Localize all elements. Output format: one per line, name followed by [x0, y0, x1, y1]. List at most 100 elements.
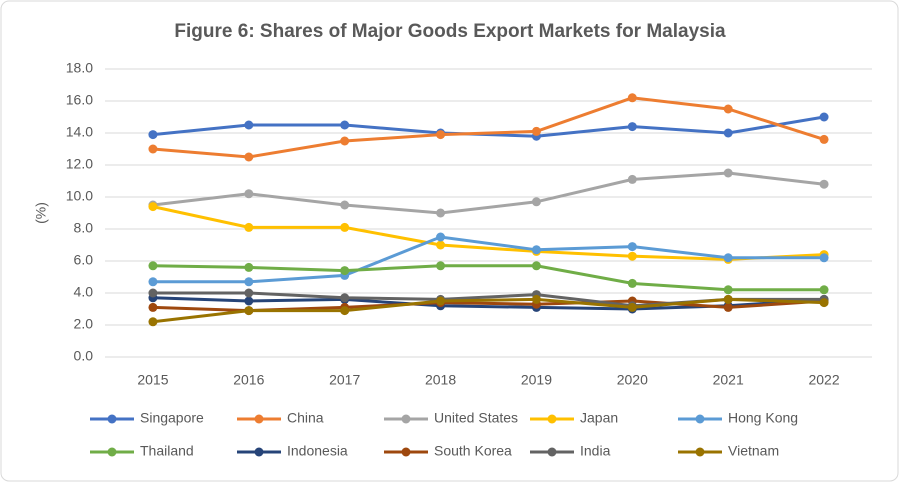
- legend-label: Vietnam: [728, 443, 779, 459]
- data-point: [819, 298, 829, 308]
- y-tick-label: 16.0: [66, 92, 93, 108]
- data-point: [819, 179, 829, 189]
- data-point: [436, 232, 446, 242]
- data-point: [148, 288, 158, 298]
- legend-label: India: [580, 443, 611, 459]
- data-point: [531, 261, 541, 271]
- data-point: [627, 251, 637, 261]
- data-point: [723, 285, 733, 295]
- data-point: [340, 200, 350, 210]
- series-line: [152, 235, 825, 284]
- data-point: [723, 168, 733, 178]
- data-point: [148, 130, 158, 140]
- x-tick-label: 2016: [233, 372, 264, 388]
- data-point: [340, 222, 350, 232]
- data-point: [244, 120, 254, 130]
- data-point: [436, 208, 446, 218]
- data-point: [723, 302, 733, 312]
- data-point: [244, 222, 254, 232]
- series-line: [152, 115, 825, 138]
- y-tick-label: 6.0: [74, 252, 94, 268]
- legend-label: United States: [434, 410, 518, 426]
- y-tick-label: 12.0: [66, 156, 93, 172]
- data-point: [148, 302, 158, 312]
- data-point: [723, 128, 733, 138]
- data-point: [244, 262, 254, 272]
- series-line: [152, 171, 825, 215]
- data-point: [436, 261, 446, 271]
- legend-marker: [401, 447, 411, 457]
- data-point: [627, 93, 637, 103]
- legend-label: Japan: [580, 410, 618, 426]
- legend-marker: [107, 414, 117, 424]
- legend-label: Hong Kong: [728, 410, 798, 426]
- x-tick-label: 2015: [137, 372, 168, 388]
- legend-label: Indonesia: [287, 443, 348, 459]
- x-tick-label: 2022: [808, 372, 839, 388]
- y-axis-label: (%): [33, 202, 49, 224]
- legend-marker: [547, 414, 557, 424]
- data-point: [627, 278, 637, 288]
- data-point: [244, 306, 254, 316]
- data-point: [436, 296, 446, 306]
- data-point: [723, 294, 733, 304]
- data-point: [244, 296, 254, 306]
- data-point: [148, 202, 158, 212]
- data-point: [244, 189, 254, 199]
- data-point: [819, 134, 829, 144]
- data-point: [531, 245, 541, 255]
- x-tick-label: 2018: [425, 372, 456, 388]
- data-point: [148, 317, 158, 327]
- data-point: [531, 126, 541, 136]
- data-point: [340, 306, 350, 316]
- data-point: [340, 293, 350, 303]
- y-tick-label: 18.0: [66, 60, 93, 76]
- data-point: [340, 136, 350, 146]
- y-tick-label: 0.0: [74, 348, 94, 364]
- data-point: [340, 120, 350, 130]
- legend-marker: [547, 447, 557, 457]
- data-point: [436, 240, 446, 250]
- legend-label: China: [287, 410, 324, 426]
- data-point: [819, 285, 829, 295]
- series-line: [152, 205, 825, 261]
- data-point: [148, 261, 158, 271]
- series-line: [152, 264, 825, 292]
- legend-marker: [254, 414, 264, 424]
- legend-marker: [254, 447, 264, 457]
- legend-marker: [401, 414, 411, 424]
- data-point: [244, 288, 254, 298]
- data-point: [819, 112, 829, 122]
- data-point: [723, 253, 733, 263]
- data-point: [723, 104, 733, 114]
- data-point: [531, 197, 541, 207]
- data-point: [627, 122, 637, 132]
- data-point: [244, 277, 254, 287]
- data-point: [436, 130, 446, 140]
- data-point: [148, 277, 158, 287]
- y-tick-label: 14.0: [66, 124, 93, 140]
- x-tick-label: 2017: [329, 372, 360, 388]
- data-point: [819, 253, 829, 263]
- legend-label: Singapore: [140, 410, 204, 426]
- data-point: [627, 174, 637, 184]
- legend-marker: [695, 447, 705, 457]
- data-point: [627, 242, 637, 252]
- legend-label: South Korea: [434, 443, 512, 459]
- chart-title: Figure 6: Shares of Major Goods Export M…: [174, 21, 726, 42]
- x-tick-label: 2019: [521, 372, 552, 388]
- data-point: [531, 294, 541, 304]
- data-point: [627, 302, 637, 312]
- data-point: [148, 144, 158, 154]
- y-tick-label: 8.0: [74, 220, 94, 236]
- x-tick-label: 2021: [713, 372, 744, 388]
- series-line: [152, 96, 825, 159]
- legend-label: Thailand: [140, 443, 194, 459]
- y-tick-label: 10.0: [66, 188, 93, 204]
- legend-marker: [107, 447, 117, 457]
- legend-marker: [695, 414, 705, 424]
- y-tick-label: 2.0: [74, 316, 94, 332]
- data-point: [340, 266, 350, 276]
